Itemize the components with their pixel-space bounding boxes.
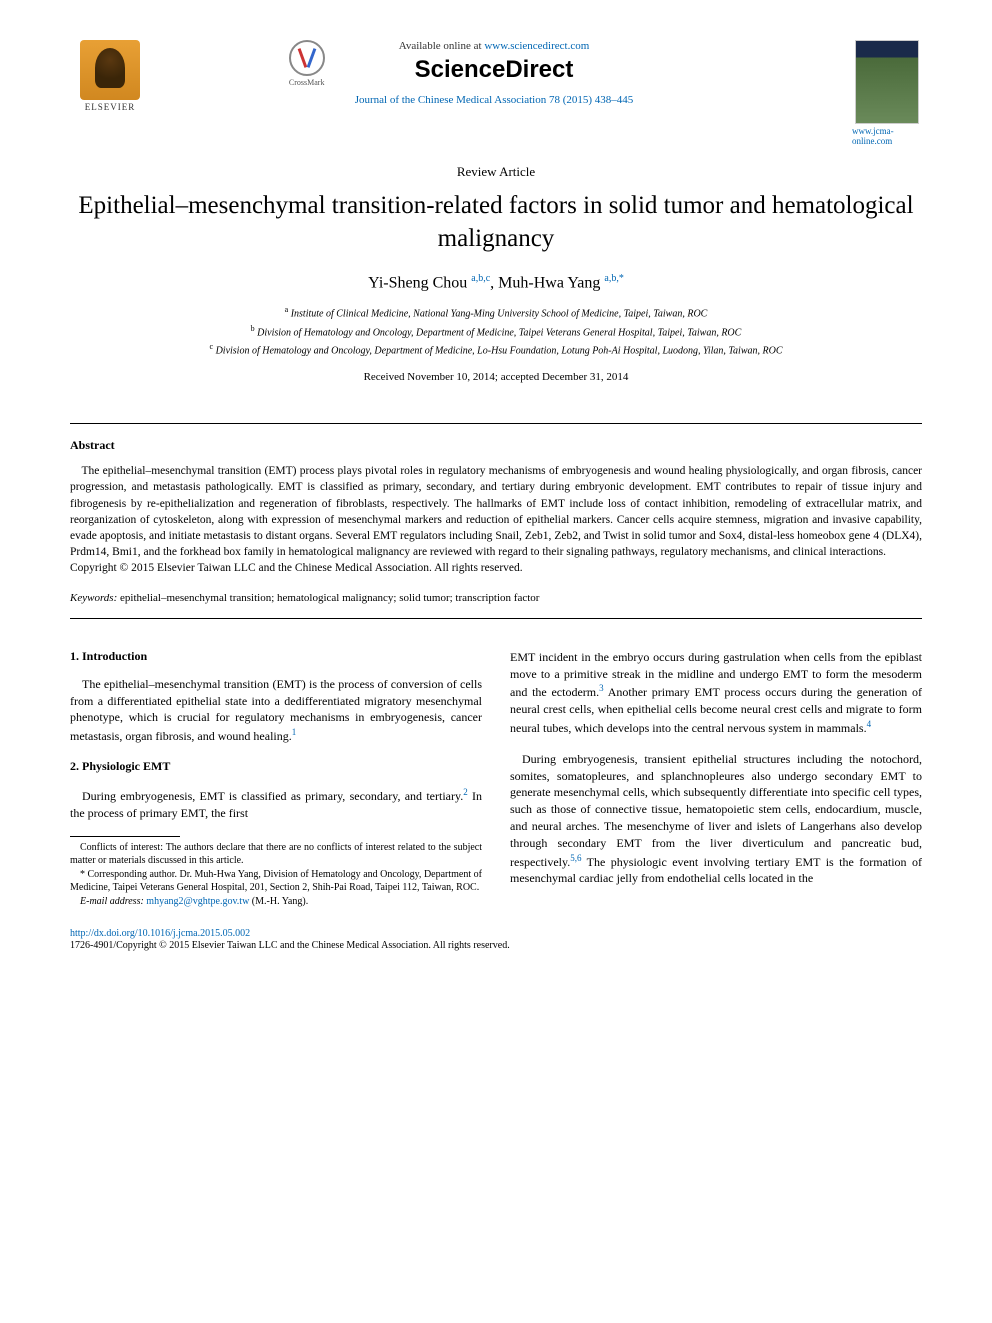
footnote-rule [70, 836, 180, 837]
center-header: CrossMark Available online at www.scienc… [150, 40, 852, 112]
author-1[interactable]: Yi-Sheng Chou [368, 274, 467, 291]
journal-header: ELSEVIER CrossMark Available online at w… [70, 40, 922, 146]
email-suffix: (M.-H. Yang). [249, 896, 308, 907]
email-label: E-mail address: [80, 896, 144, 907]
keywords-block: Keywords: epithelial–mesenchymal transit… [70, 592, 922, 604]
article-type: Review Article [70, 164, 922, 180]
section-2-p1-left-text: During embryogenesis, EMT is classified … [82, 789, 463, 803]
available-text: Available online at [399, 40, 485, 52]
author-2-affiliations[interactable]: a,b, [604, 273, 618, 284]
left-column: 1. Introduction The epithelial–mesenchym… [70, 649, 482, 908]
section-2-p1-left: During embryogenesis, EMT is classified … [70, 786, 482, 822]
jcma-online-link[interactable]: www.jcma-online.com [852, 126, 922, 146]
journal-reference: Journal of the Chinese Medical Associati… [355, 94, 634, 106]
section-1-p1: The epithelial–mesenchymal transition (E… [70, 676, 482, 745]
affiliation-a: Institute of Clinical Medicine, National… [291, 309, 708, 320]
keywords-label: Keywords: [70, 592, 117, 604]
author-list: Yi-Sheng Chou a,b,c, Muh-Hwa Yang a,b,* [70, 273, 922, 292]
journal-cover[interactable]: www.jcma-online.com [852, 40, 922, 146]
article-dates: Received November 10, 2014; accepted Dec… [70, 371, 922, 383]
right-column: EMT incident in the embryo occurs during… [510, 649, 922, 908]
abstract-heading: Abstract [70, 438, 922, 453]
crossmark-icon [289, 40, 325, 76]
crossmark-label: CrossMark [289, 78, 325, 87]
section-2-heading: 2. Physiologic EMT [70, 759, 482, 774]
elsevier-label: ELSEVIER [85, 102, 136, 112]
affiliation-list: a Institute of Clinical Medicine, Nation… [70, 304, 922, 359]
body-columns: 1. Introduction The epithelial–mesenchym… [70, 649, 922, 908]
corresponding-footnote: * Corresponding author. Dr. Muh-Hwa Yang… [70, 868, 482, 895]
section-1-p1-text: The epithelial–mesenchymal transition (E… [70, 677, 482, 743]
affiliation-c: Division of Hematology and Oncology, Dep… [216, 345, 783, 356]
section-2-p2-right: During embryogenesis, transient epitheli… [510, 751, 922, 887]
section-2-p1-right: EMT incident in the embryo occurs during… [510, 649, 922, 737]
sciencedirect-logo[interactable]: ScienceDirect [355, 56, 634, 84]
section-1-heading: 1. Introduction [70, 649, 482, 664]
ref-1[interactable]: 1 [292, 727, 297, 737]
elsevier-logo[interactable]: ELSEVIER [70, 40, 150, 112]
abstract-rule-bottom [70, 618, 922, 619]
section-2-p2-right-text: During embryogenesis, transient epitheli… [510, 752, 922, 869]
email-footnote: E-mail address: mhyang2@vghtpe.gov.tw (M… [70, 895, 482, 909]
corresponding-email-link[interactable]: mhyang2@vghtpe.gov.tw [144, 896, 250, 907]
author-1-affiliations[interactable]: a,b,c [471, 273, 490, 284]
conflicts-footnote: Conflicts of interest: The authors decla… [70, 841, 482, 868]
author-2[interactable]: Muh-Hwa Yang [498, 274, 600, 291]
article-title: Epithelial–mesenchymal transition-relate… [70, 190, 922, 255]
abstract-rule-top [70, 423, 922, 424]
bottom-copyright: 1726-4901/Copyright © 2015 Elsevier Taiw… [70, 940, 922, 951]
crossmark-badge[interactable]: CrossMark [289, 40, 325, 87]
journal-cover-image [855, 40, 919, 124]
abstract-copyright: Copyright © 2015 Elsevier Taiwan LLC and… [70, 562, 922, 574]
doi-link[interactable]: http://dx.doi.org/10.1016/j.jcma.2015.05… [70, 928, 250, 939]
sciencedirect-url-link[interactable]: www.sciencedirect.com [484, 40, 589, 52]
ref-4[interactable]: 4 [867, 719, 872, 729]
affiliation-b: Division of Hematology and Oncology, Dep… [257, 327, 741, 338]
corresponding-asterisk[interactable]: * [619, 273, 624, 284]
available-online-block: Available online at www.sciencedirect.co… [355, 40, 634, 106]
keywords-text: epithelial–mesenchymal transition; hemat… [117, 592, 539, 604]
elsevier-tree-icon [80, 40, 140, 100]
ref-5-6[interactable]: 5,6 [570, 853, 581, 863]
abstract-body: The epithelial–mesenchymal transition (E… [70, 463, 922, 560]
